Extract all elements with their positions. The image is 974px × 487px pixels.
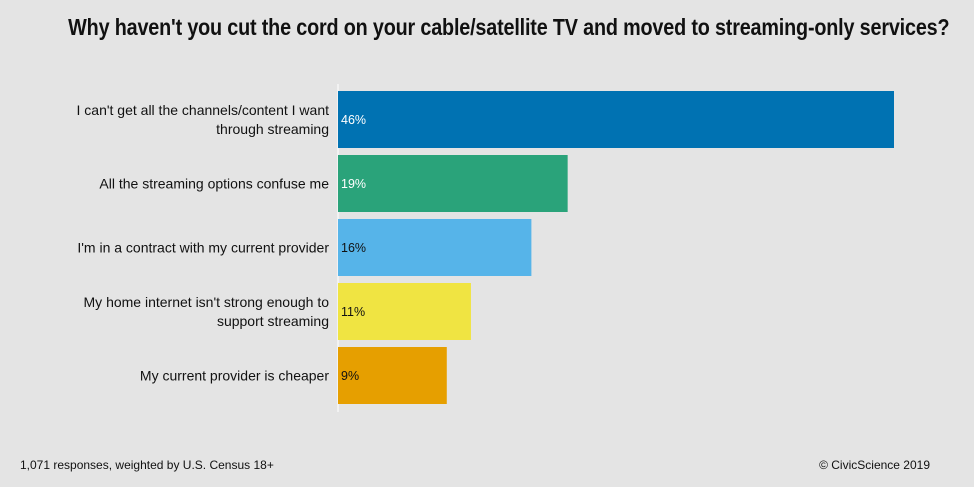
- bar-3: [338, 283, 471, 340]
- bar-1: [338, 155, 568, 212]
- value-label-4: 9%: [341, 369, 359, 383]
- category-label-0: I can't get all the channels/content I w…: [77, 102, 330, 137]
- value-label-1: 19%: [341, 177, 366, 191]
- category-label-1: All the streaming options confuse me: [99, 176, 329, 192]
- footnote: 1,071 responses, weighted by U.S. Census…: [20, 458, 274, 472]
- category-label-line: All the streaming options confuse me: [99, 176, 329, 192]
- category-label-line: I'm in a contract with my current provid…: [77, 240, 329, 256]
- category-label-line: My current provider is cheaper: [140, 368, 329, 384]
- category-label-line: support streaming: [217, 313, 329, 329]
- category-label-2: I'm in a contract with my current provid…: [77, 240, 329, 256]
- category-label-4: My current provider is cheaper: [140, 368, 329, 384]
- value-label-2: 16%: [341, 241, 366, 255]
- bar-0: [338, 91, 894, 148]
- category-label-line: through streaming: [216, 121, 329, 137]
- category-label-line: My home internet isn't strong enough to: [84, 294, 330, 310]
- bar-4: [338, 347, 447, 404]
- value-label-0: 46%: [341, 113, 366, 127]
- value-label-3: 11%: [341, 305, 365, 319]
- category-label-line: I can't get all the channels/content I w…: [77, 102, 330, 118]
- category-label-3: My home internet isn't strong enough to s…: [84, 294, 330, 329]
- bar-2: [338, 219, 532, 276]
- chart-title: Why haven't you cut the cord on your cab…: [68, 14, 950, 40]
- copyright-credit: © CivicScience 2019: [819, 458, 930, 472]
